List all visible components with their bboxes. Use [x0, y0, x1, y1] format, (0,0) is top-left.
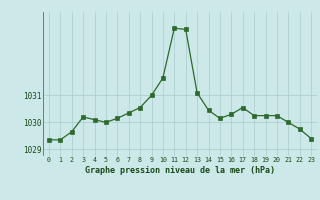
- X-axis label: Graphe pression niveau de la mer (hPa): Graphe pression niveau de la mer (hPa): [85, 166, 275, 175]
